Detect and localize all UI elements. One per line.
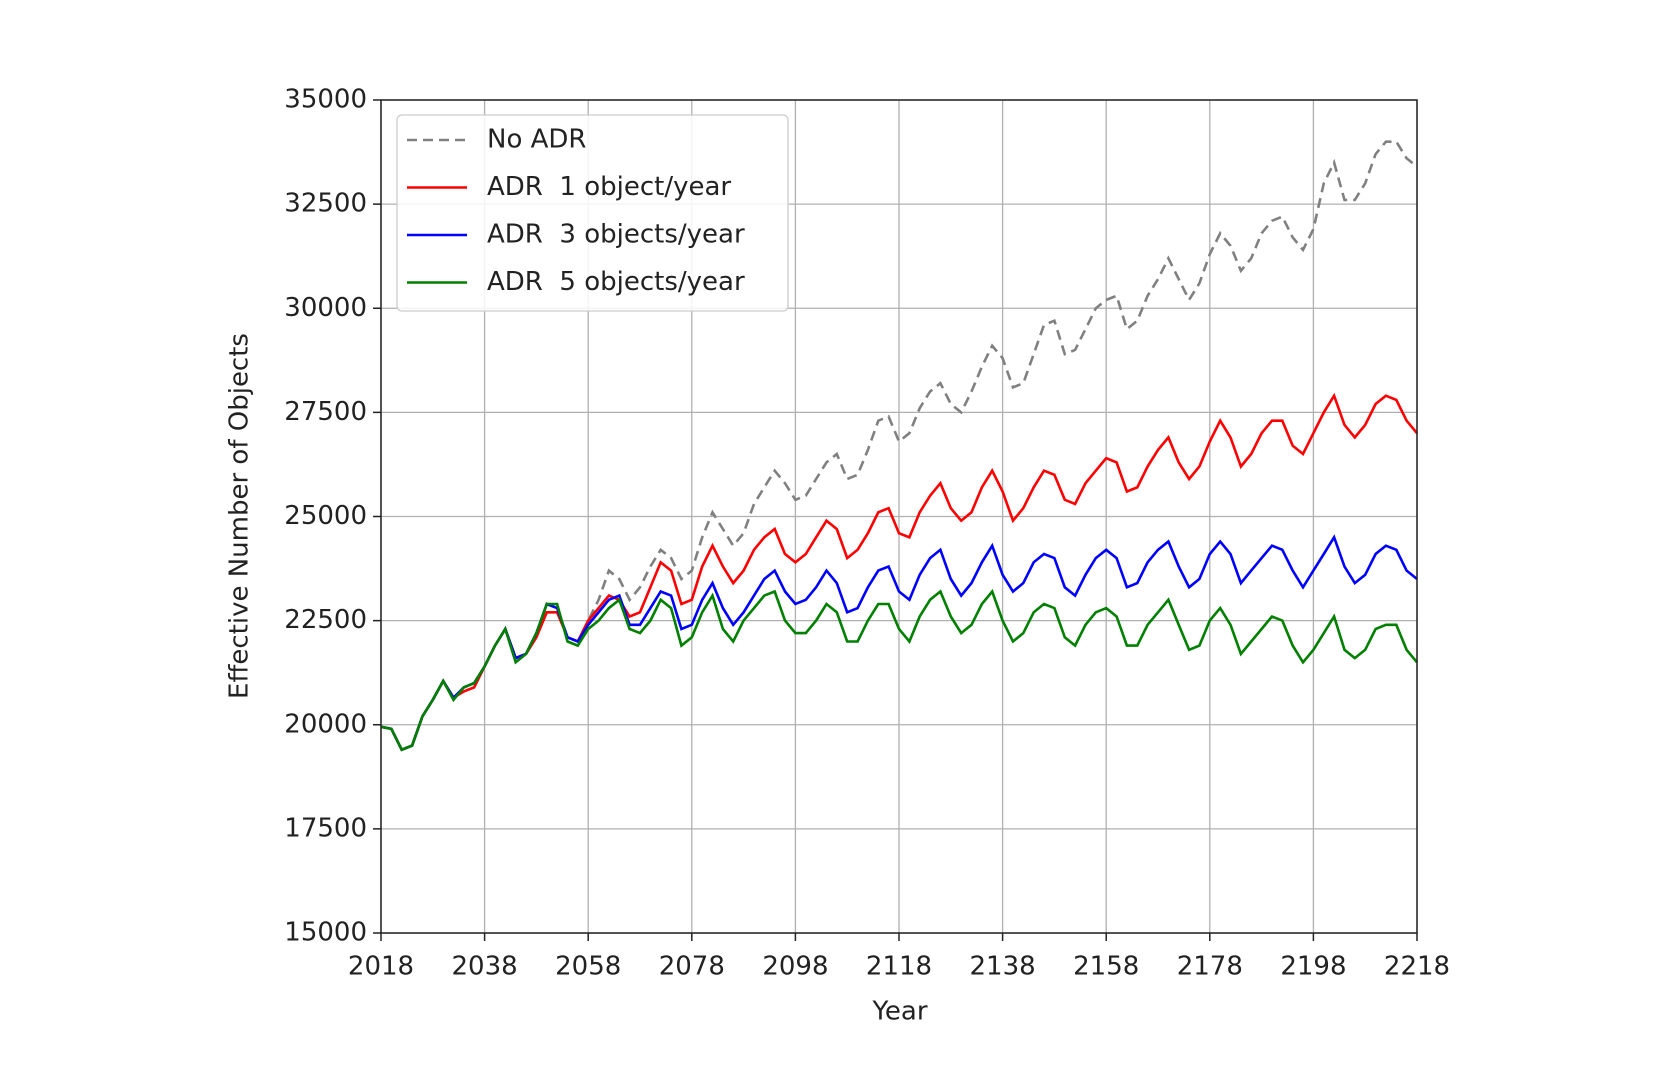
y-tick-label: 15000: [284, 918, 367, 948]
series-line: [380, 588, 1418, 752]
x-tick-label: 2038: [452, 952, 518, 982]
y-tick-label: 20000: [284, 709, 367, 739]
x-tick-label: 2118: [866, 952, 932, 982]
x-tick-label: 2058: [555, 952, 621, 982]
x-tick-label: 2078: [659, 952, 725, 982]
plot-lines: [380, 140, 1418, 752]
x-tick-label: 2218: [1384, 952, 1450, 982]
x-tick-label: 2018: [348, 952, 414, 982]
legend-label: ADR 3 objects/year: [487, 220, 745, 250]
y-axis-label: Effective Number of Objects: [225, 333, 255, 699]
legend-label: ADR 1 object/year: [487, 172, 731, 202]
y-tick-label: 35000: [284, 85, 367, 115]
y-tick-label: 27500: [284, 397, 367, 427]
legend-label: ADR 5 objects/year: [487, 267, 745, 297]
y-tick-label: 17500: [284, 813, 367, 843]
legend-box: [396, 114, 789, 312]
x-tick-label: 2158: [1073, 952, 1139, 982]
legend: No ADR ADR 1 object/year ADR 3 objects/yea…: [396, 114, 789, 312]
x-tick-label: 2178: [1177, 952, 1243, 982]
y-tick-label: 25000: [284, 501, 367, 531]
x-tick-label: 2198: [1280, 952, 1346, 982]
x-tick-label: 2138: [970, 952, 1036, 982]
y-tick-label: 32500: [284, 189, 367, 219]
x-axis-label: Year: [871, 997, 927, 1027]
legend-label: No ADR: [487, 125, 587, 155]
series-line: [380, 534, 1418, 752]
x-tick-label: 2098: [762, 952, 828, 982]
y-tick-label: 22500: [284, 605, 367, 635]
y-tick-label: 30000: [284, 293, 367, 323]
series-line: [380, 392, 1418, 752]
